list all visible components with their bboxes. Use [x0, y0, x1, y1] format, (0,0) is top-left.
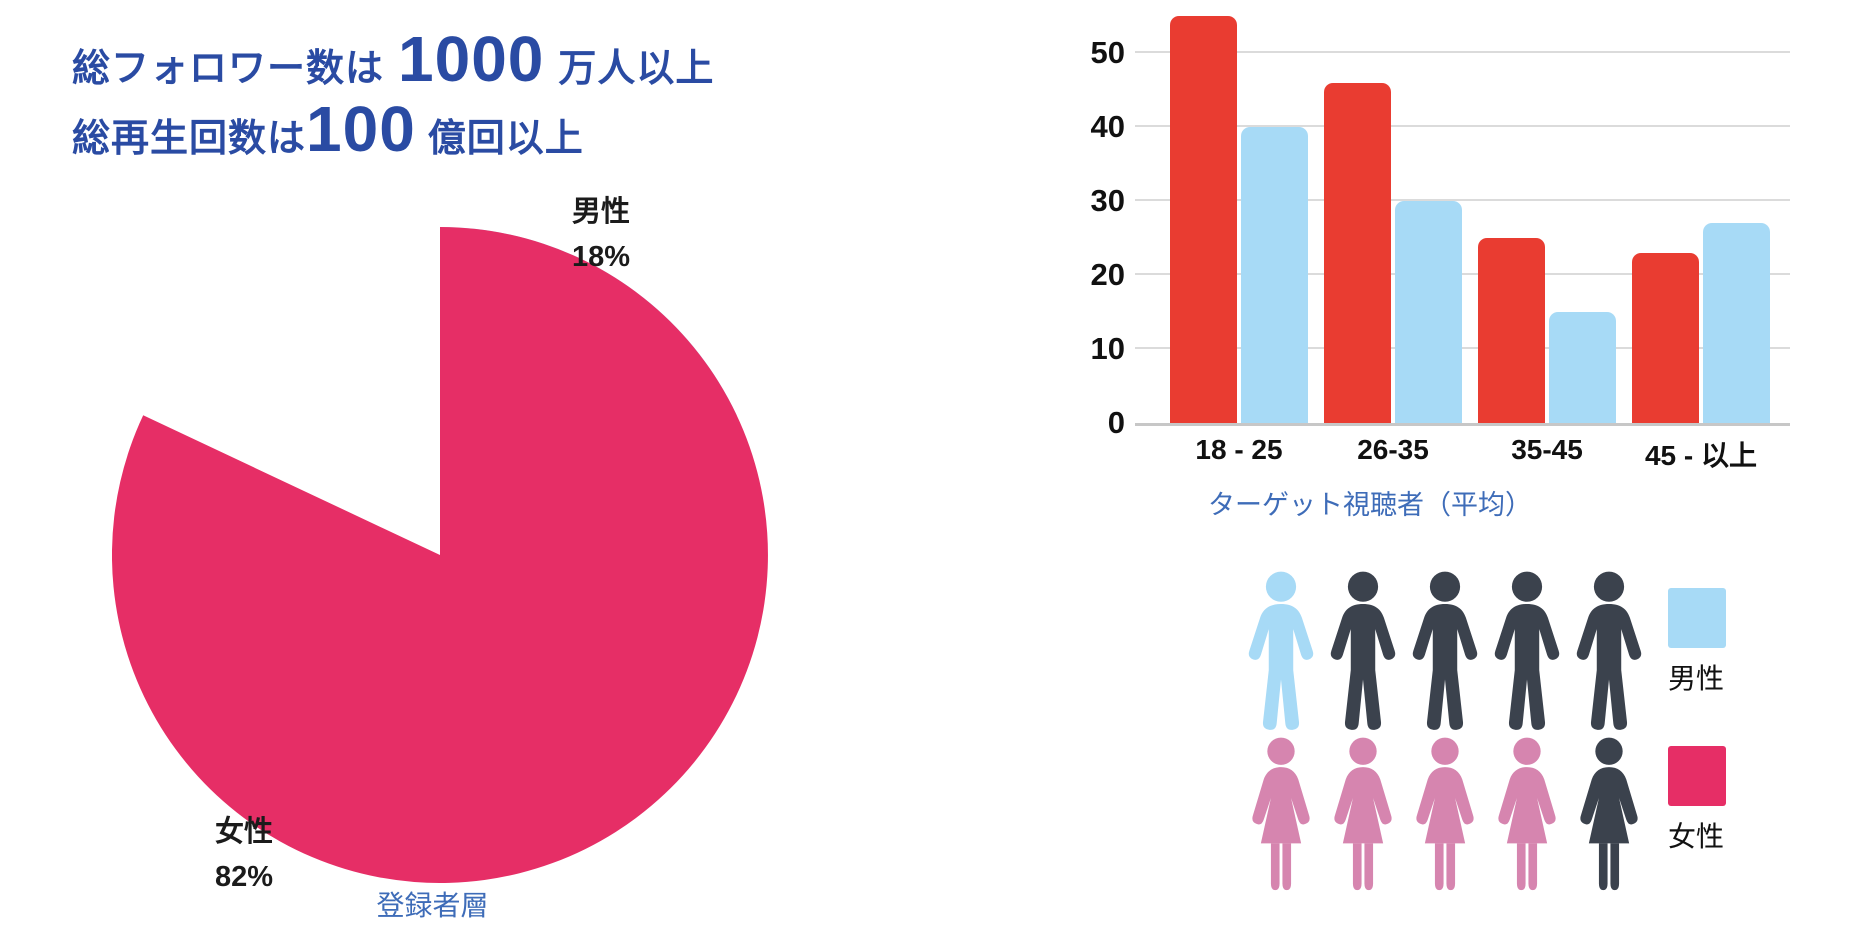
person-icon-male — [1576, 571, 1642, 730]
bar-male-group4 — [1703, 223, 1770, 423]
pictogram-row-male — [1245, 568, 1645, 732]
pie-label-male-pct: 18% — [572, 241, 631, 273]
legend-label-male: 男性 — [1668, 663, 1725, 694]
title-text: 億回以上 — [427, 118, 584, 160]
gridline-40 — [1135, 125, 1790, 127]
legend-swatch-female — [1668, 746, 1726, 806]
legend-label-female: 女性 — [1668, 821, 1725, 852]
title-number-views: 100 — [306, 93, 416, 165]
page-title: 総フォロワー数は 1000 万人以上 総再生回数は 100 億回以上 — [72, 22, 715, 165]
pie-chart — [112, 227, 768, 883]
y-tick-label-30: 30 — [1090, 183, 1125, 218]
pie-label-female-pct: 82% — [215, 861, 274, 893]
bar-chart-y-axis: 0 10 20 30 40 50 — [1020, 0, 1125, 438]
legend-item-male: 男性 — [1668, 588, 1758, 697]
pie-label-female-name: 女性 — [215, 816, 274, 848]
pie-label-female: 女性 82% — [215, 810, 273, 900]
legend-swatch-male — [1668, 588, 1726, 648]
bar-male-group2 — [1395, 201, 1462, 423]
gridline-20 — [1135, 273, 1790, 275]
pie-caption: 登録者層 — [376, 890, 489, 921]
y-tick-label-20: 20 — [1090, 257, 1125, 292]
x-tick-label-group3: 35-45 — [1511, 434, 1583, 465]
person-icon-male — [1412, 571, 1478, 730]
x-tick-label-group1: 18 - 25 — [1195, 434, 1283, 465]
bar-chart — [1135, 0, 1790, 426]
y-tick-label-40: 40 — [1090, 109, 1125, 144]
x-tick-label-group4: 45 - 以上 — [1644, 440, 1758, 471]
person-icon-female — [1252, 737, 1310, 891]
title-text: 総再生回数は — [72, 118, 307, 160]
bar-female-group2 — [1324, 82, 1391, 423]
y-tick-label-10: 10 — [1090, 331, 1125, 366]
pictogram-row-female — [1245, 734, 1645, 898]
bar-chart-x-axis: 18 - 25 26-35 35-45 45 - 以上 — [1135, 434, 1790, 474]
person-icon-male — [1494, 571, 1560, 730]
person-icon-female — [1498, 737, 1556, 891]
gridline-10 — [1135, 347, 1790, 349]
person-icon-male — [1330, 571, 1396, 730]
title-text: 総フォロワー数は — [72, 48, 385, 90]
person-icon-female — [1580, 737, 1638, 891]
pie-label-male-name: 男性 — [572, 196, 631, 228]
person-icon-male — [1248, 571, 1314, 730]
pie-slice-female — [112, 227, 768, 883]
bar-male-group1 — [1241, 127, 1308, 423]
legend-item-female: 女性 — [1668, 746, 1758, 855]
y-tick-label-0: 0 — [1107, 405, 1125, 440]
bar-male-group3 — [1549, 312, 1616, 423]
bar-female-group4 — [1632, 252, 1699, 423]
x-tick-label-group2: 26-35 — [1357, 434, 1429, 465]
title-number-followers: 1000 — [398, 23, 545, 95]
pie-label-male: 男性 18% — [572, 190, 630, 280]
person-icon-female — [1416, 737, 1474, 891]
gridline-50 — [1135, 51, 1790, 53]
title-line-1: 総フォロワー数は 1000 万人以上 — [72, 22, 715, 95]
person-icon-female — [1334, 737, 1392, 891]
gridline-30 — [1135, 199, 1790, 201]
bar-female-group1 — [1170, 16, 1237, 423]
bar-female-group3 — [1478, 238, 1545, 423]
y-tick-label-50: 50 — [1090, 35, 1125, 70]
title-line-2: 総再生回数は 100 億回以上 — [72, 92, 714, 165]
title-text: 万人以上 — [558, 48, 715, 90]
bar-chart-caption: ターゲット視聴者（平均） — [1208, 490, 1532, 520]
